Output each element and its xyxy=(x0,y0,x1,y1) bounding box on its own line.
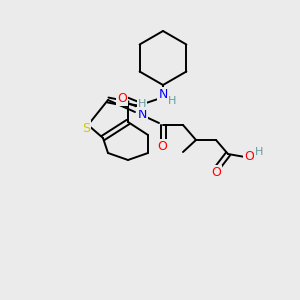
Text: N: N xyxy=(158,88,168,101)
Text: O: O xyxy=(211,167,221,179)
Text: O: O xyxy=(117,92,127,104)
Text: S: S xyxy=(82,122,90,134)
Text: O: O xyxy=(244,151,254,164)
Text: H: H xyxy=(138,99,146,109)
Text: N: N xyxy=(137,109,147,122)
Text: O: O xyxy=(157,140,167,154)
Text: H: H xyxy=(255,147,263,157)
Text: H: H xyxy=(168,96,176,106)
